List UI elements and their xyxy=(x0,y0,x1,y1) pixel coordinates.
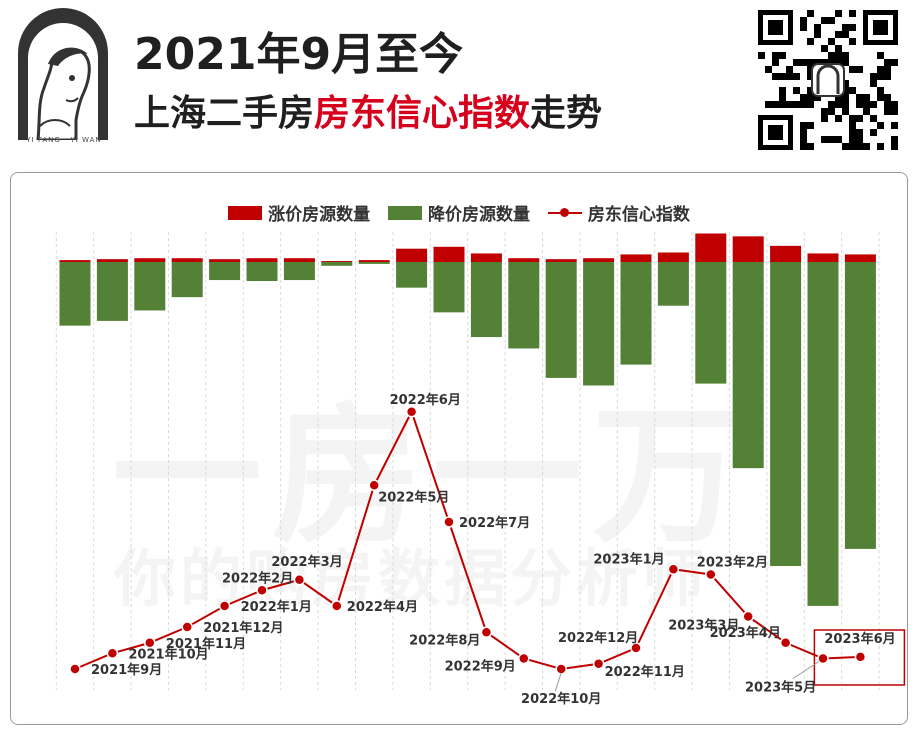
bar-up xyxy=(209,259,240,262)
point-label: 2022年12月 xyxy=(558,630,638,646)
bar-down xyxy=(284,262,315,280)
bar-up xyxy=(284,258,315,262)
bar-down xyxy=(172,262,203,297)
bar-up xyxy=(733,236,764,262)
index-point xyxy=(369,480,379,490)
index-point xyxy=(556,664,566,674)
bar-up xyxy=(621,254,652,262)
point-label: 2022年6月 xyxy=(390,392,461,408)
bar-up xyxy=(321,261,352,262)
index-point xyxy=(519,654,529,664)
point-label: 2022年11月 xyxy=(605,664,685,680)
index-point xyxy=(855,652,865,662)
point-label: 2022年9月 xyxy=(445,659,516,675)
bar-down xyxy=(733,262,764,468)
bar-down xyxy=(546,262,577,378)
point-label: 2023年2月 xyxy=(697,555,768,571)
bar-up xyxy=(396,249,427,262)
bar-up xyxy=(770,246,801,262)
bar-up xyxy=(508,258,539,262)
index-point xyxy=(594,659,604,669)
point-label: 2022年4月 xyxy=(347,599,418,615)
bar-down xyxy=(471,262,502,337)
bar-up xyxy=(247,258,278,262)
point-label: 2021年11月 xyxy=(166,636,246,652)
bar-down xyxy=(621,262,652,365)
bar-down xyxy=(60,262,91,326)
bar-down xyxy=(434,262,465,312)
point-label: 2022年1月 xyxy=(241,599,312,615)
point-label: 2021年12月 xyxy=(203,620,283,636)
bar-up xyxy=(695,234,726,263)
index-point xyxy=(332,601,342,611)
point-label: 2022年3月 xyxy=(271,554,342,570)
index-point xyxy=(294,575,304,585)
bar-down xyxy=(658,262,689,306)
point-label: 2021年9月 xyxy=(91,662,162,678)
index-point xyxy=(145,638,155,648)
bar-down xyxy=(508,262,539,348)
bar-down xyxy=(396,262,427,288)
index-point xyxy=(407,407,417,417)
bar-down xyxy=(97,262,128,321)
bar-up xyxy=(845,254,876,262)
point-label: 2023年4月 xyxy=(710,625,781,641)
bar-down xyxy=(359,262,390,264)
leader-line xyxy=(555,673,561,691)
bar-up xyxy=(97,259,128,262)
bar-up xyxy=(658,253,689,263)
index-point xyxy=(818,654,828,664)
bar-down xyxy=(209,262,240,280)
point-label: 2022年8月 xyxy=(409,632,480,648)
point-label: 2022年10月 xyxy=(521,691,601,707)
index-point xyxy=(107,648,117,658)
bar-up xyxy=(471,253,502,262)
point-label: 2023年6月 xyxy=(824,631,895,647)
point-label: 2022年2月 xyxy=(222,570,293,586)
point-label: 2022年5月 xyxy=(378,489,449,505)
bar-down xyxy=(770,262,801,566)
bar-down xyxy=(134,262,165,310)
point-label: 2023年1月 xyxy=(593,551,664,567)
bar-down xyxy=(845,262,876,549)
index-point xyxy=(481,627,491,637)
index-point xyxy=(668,564,678,574)
bar-down xyxy=(695,262,726,384)
index-point xyxy=(182,622,192,632)
point-label: 2023年5月 xyxy=(745,680,816,696)
bar-up xyxy=(546,259,577,262)
bar-up xyxy=(359,260,390,262)
bar-up xyxy=(172,258,203,262)
index-point xyxy=(70,664,80,674)
bar-down xyxy=(808,262,839,606)
index-point xyxy=(781,638,791,648)
bar-down xyxy=(321,262,352,266)
index-point xyxy=(444,517,454,527)
bar-down xyxy=(247,262,278,281)
bar-up xyxy=(583,258,614,262)
index-point xyxy=(706,570,716,580)
point-label: 2022年7月 xyxy=(459,515,530,531)
index-point xyxy=(743,612,753,622)
index-point xyxy=(220,601,230,611)
bar-up xyxy=(60,260,91,262)
bar-down xyxy=(583,262,614,386)
bar-up xyxy=(434,247,465,262)
bar-up xyxy=(808,253,839,262)
bar-up xyxy=(134,258,165,262)
index-point xyxy=(257,585,267,595)
